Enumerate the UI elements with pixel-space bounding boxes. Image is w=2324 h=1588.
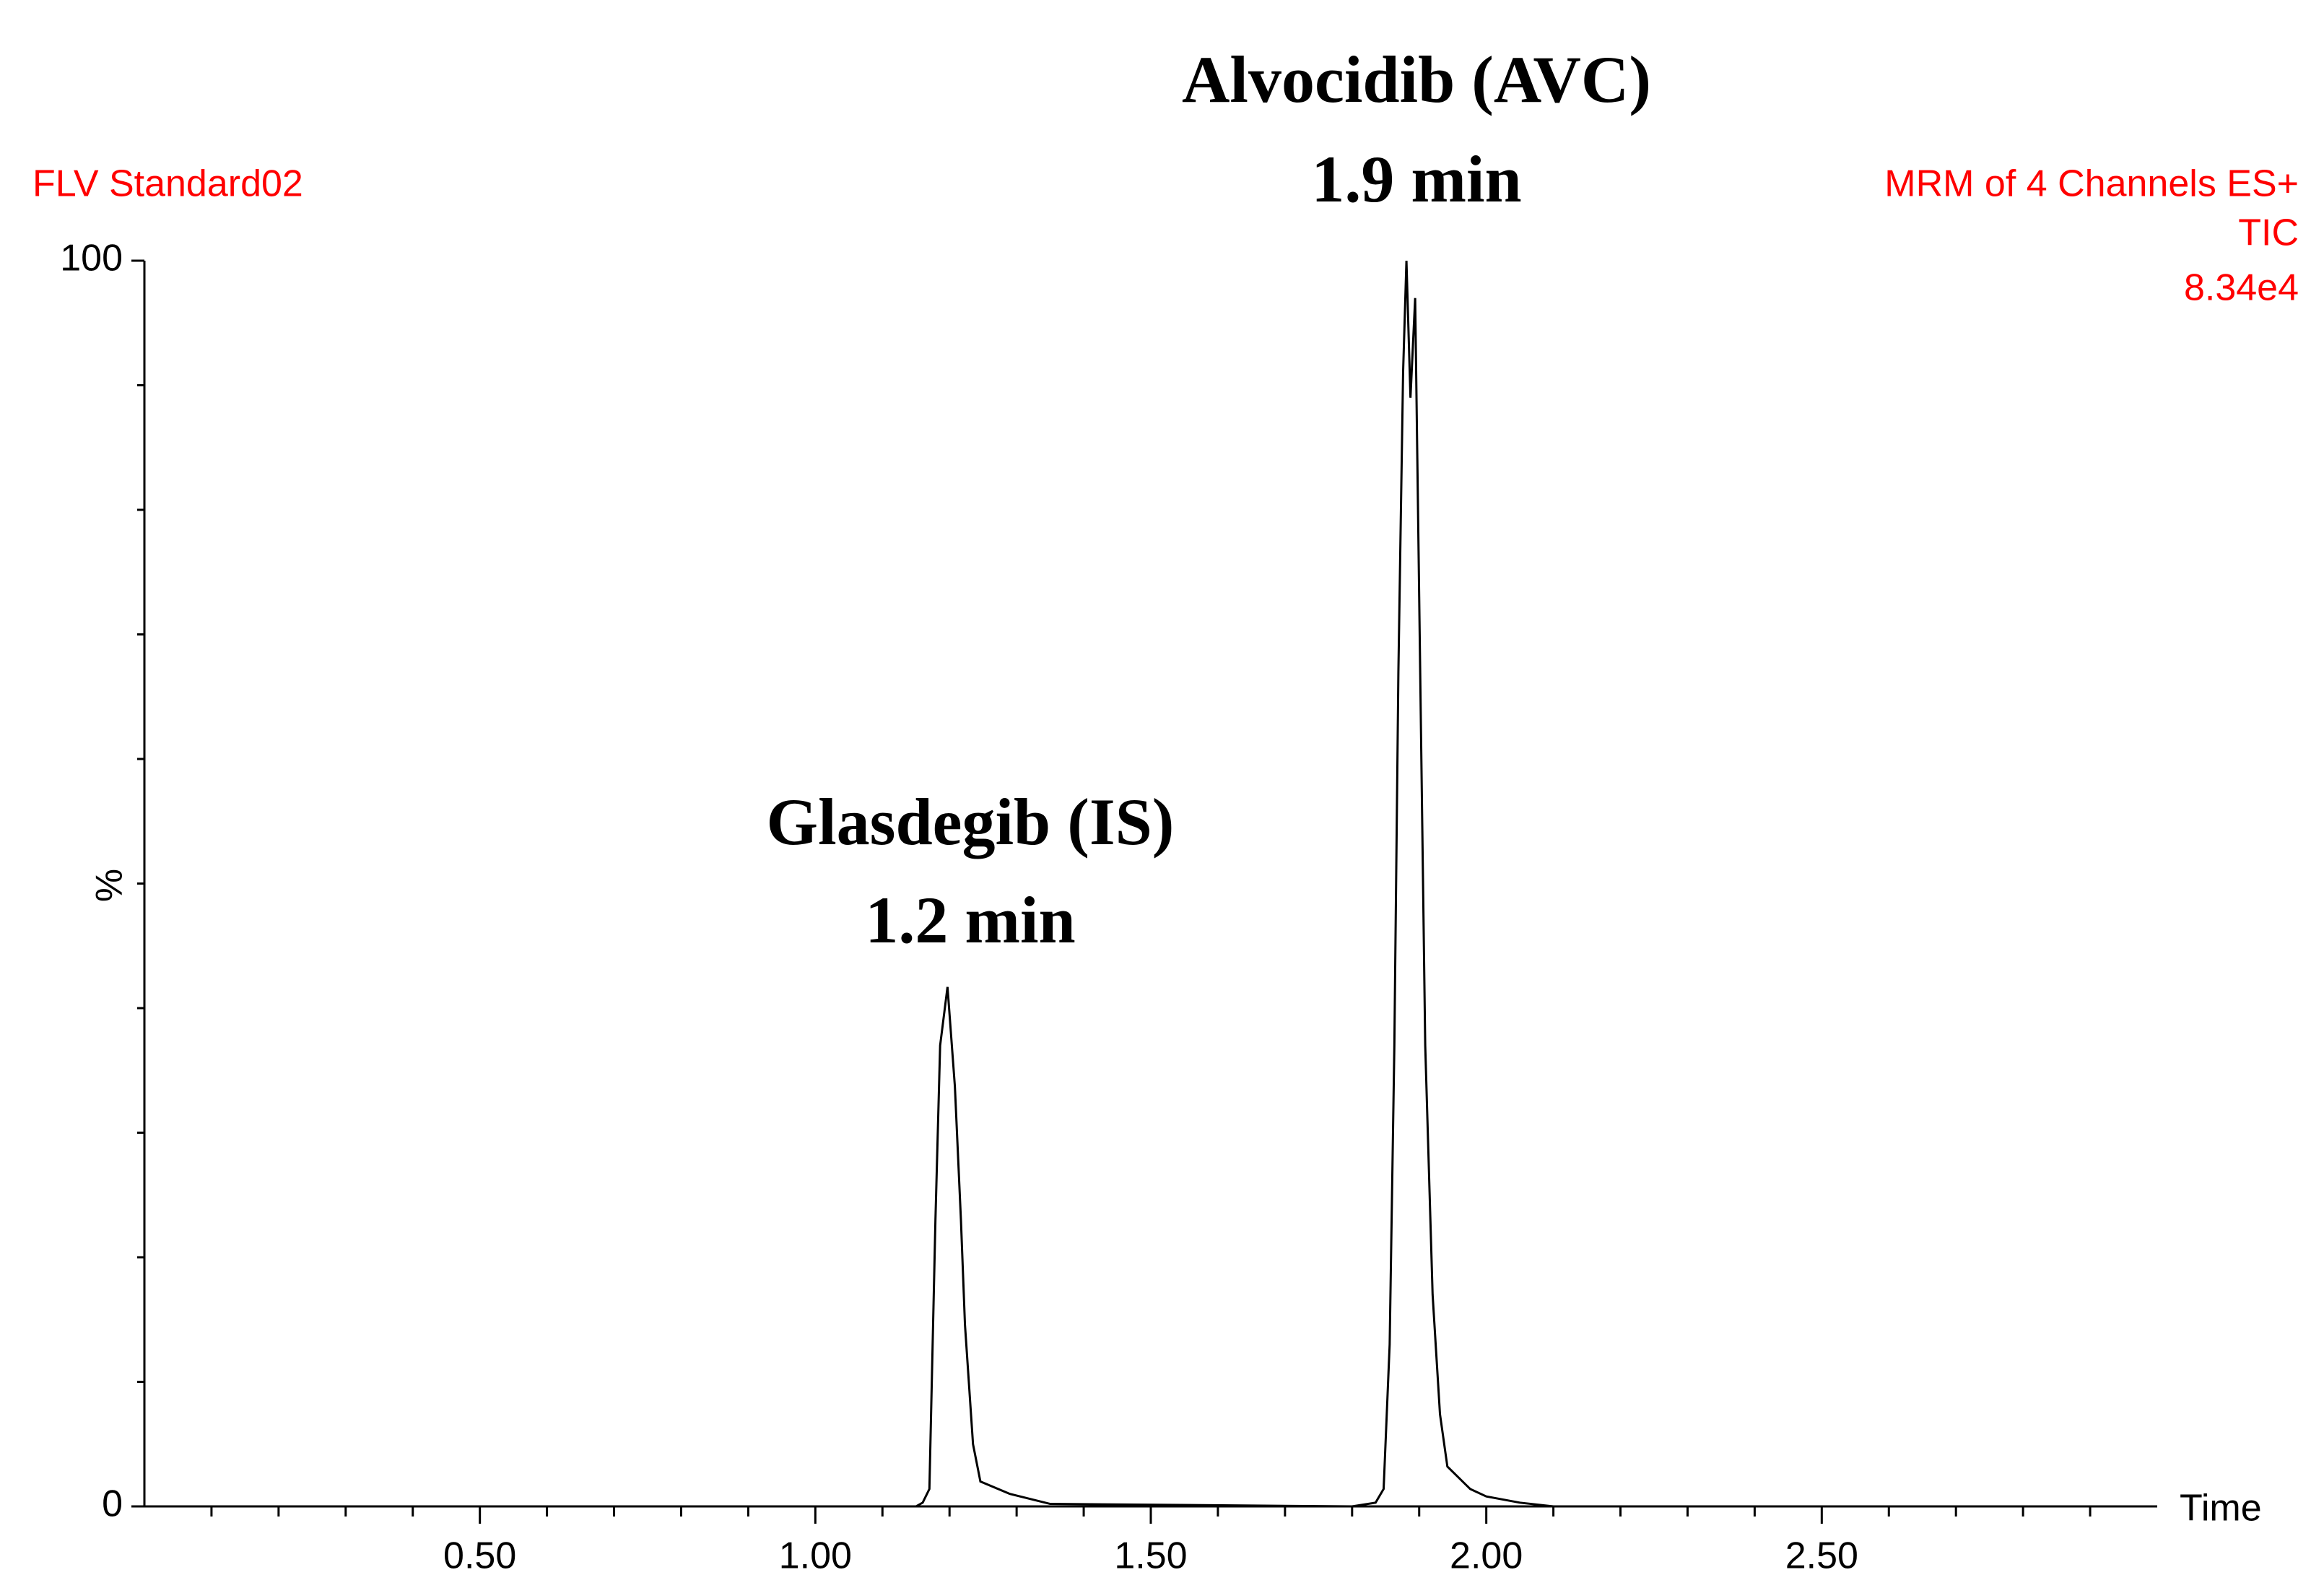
x-tick-label: 2.50 (1785, 1535, 1858, 1577)
x-tick-label: 1.50 (1114, 1535, 1187, 1577)
info-text: TIC (2238, 212, 2299, 254)
y-tick-label: 100 (60, 238, 123, 279)
annotation: Glasdegib (IS) (767, 785, 1175, 859)
chart-title: FLV Standard02 (32, 163, 303, 205)
y-axis-label: % (89, 869, 131, 902)
annotation: 1.2 min (865, 883, 1075, 957)
annotation: 1.9 min (1311, 142, 1521, 216)
info-text: MRM of 4 Channels ES+ (1884, 163, 2299, 205)
x-tick-label: 0.50 (443, 1535, 516, 1577)
x-tick-label: 1.00 (779, 1535, 852, 1577)
y-tick-label: 0 (102, 1483, 123, 1525)
x-tick-label: 2.00 (1450, 1535, 1523, 1577)
x-axis-label: Time (2180, 1488, 2262, 1530)
info-text: 8.34e4 (2184, 267, 2299, 309)
annotation: Alvocidib (AVC) (1182, 43, 1651, 116)
chromatogram-line (144, 260, 2157, 1508)
